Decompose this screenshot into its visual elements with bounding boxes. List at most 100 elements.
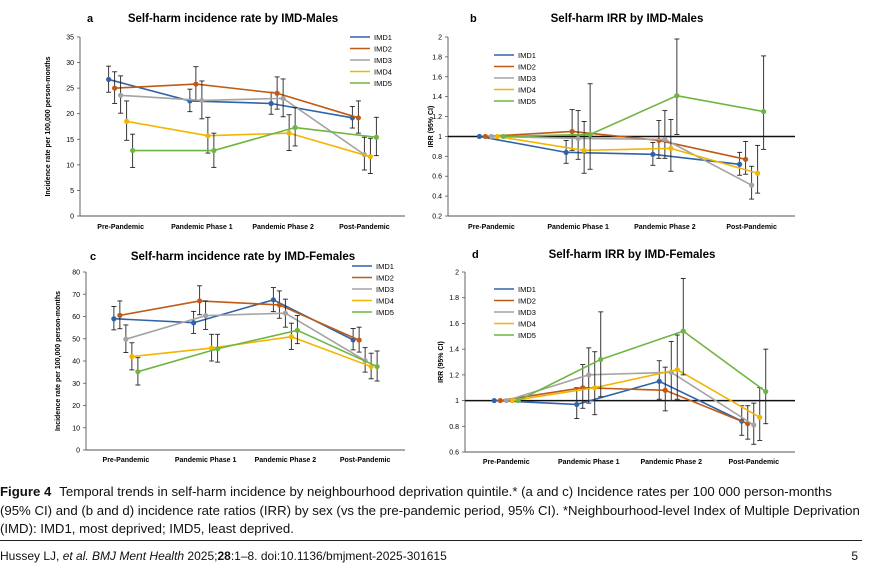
data-point-imd1 (476, 133, 482, 140)
y-tick-label-c: 20 (72, 403, 80, 410)
x-tick-label-d: Pandemic Phase 2 (641, 459, 703, 466)
data-point-imd1 (574, 401, 580, 408)
page-number: 5 (851, 549, 858, 563)
y-tick-label-a: 15 (66, 137, 74, 144)
series-line-imd1 (479, 135, 740, 166)
legend-label-imd5: IMD5 (518, 331, 536, 340)
x-tick-label-b: Post-Pandemic (726, 224, 777, 231)
chart-panel-a: a Self-harm incidence rate by IMD-Males 0 5… (45, 13, 405, 231)
footer-divider (0, 540, 862, 541)
data-point-imd5 (294, 327, 300, 333)
y-axis-title-b: IRR (95% CI) (428, 106, 435, 148)
data-point-imd1 (656, 378, 662, 384)
data-point-imd1 (650, 151, 656, 157)
y-tick-label-c: 50 (72, 336, 80, 343)
y-tick-label-b: 1.4 (432, 94, 442, 101)
data-point-imd5 (587, 131, 593, 138)
chart-panel-c: c Self-harm incidence rate by IMD-Females… (55, 251, 405, 464)
y-tick-label-a: 10 (66, 162, 74, 169)
legend-label-imd2: IMD2 (376, 273, 394, 282)
data-point-imd5 (215, 346, 221, 352)
data-point-imd2 (482, 133, 488, 140)
data-point-imd3 (488, 133, 494, 140)
data-point-imd1 (737, 161, 743, 167)
legend-label-imd5: IMD5 (376, 308, 394, 317)
y-tick-label-b: 0.8 (432, 154, 442, 161)
data-point-imd1 (106, 76, 112, 83)
y-axis-title-c: Incidence rate per 100,000 person-months (55, 291, 62, 431)
data-point-imd3 (118, 92, 124, 98)
data-point-imd5 (211, 147, 217, 154)
figure-label: Figure 4 (0, 484, 52, 499)
data-point-imd5 (680, 328, 686, 334)
series-line-imd2 (485, 130, 746, 161)
legend-label-imd1: IMD1 (374, 33, 392, 42)
x-tick-label-c: Post-Pandemic (340, 457, 391, 464)
citation-year: 2025; (184, 549, 218, 563)
data-point-imd4 (286, 130, 292, 136)
legend-label-imd3: IMD3 (518, 74, 536, 83)
series-line-imd5 (503, 94, 764, 138)
series-line-imd1 (494, 380, 743, 422)
series-line-imd4 (131, 335, 372, 368)
citation-volume: 28 (217, 549, 231, 563)
legend-label-imd2: IMD2 (518, 62, 536, 71)
legend-label-imd5: IMD5 (374, 79, 392, 88)
data-point-imd5 (500, 133, 506, 140)
y-tick-label-b: 0.4 (432, 194, 442, 201)
data-point-imd2 (193, 81, 199, 87)
x-tick-label-c: Pre-Pandemic (103, 457, 150, 464)
y-tick-label-d: 1.6 (449, 321, 459, 328)
legend-label-imd3: IMD3 (374, 56, 392, 65)
y-tick-label-b: 0.2 (432, 214, 442, 221)
data-point-imd2 (355, 115, 361, 121)
data-point-imd2 (112, 85, 118, 91)
chart-title-c: Self-harm incidence rate by IMD-Females (131, 251, 355, 263)
x-tick-label-d: Pre-Pandemic (483, 459, 530, 466)
data-point-imd3 (575, 135, 581, 142)
y-tick-label-d: 1.4 (449, 347, 459, 354)
y-axis-title-a: Incidence rate per 100,000 person-months (45, 56, 52, 196)
chart-title-b: Self-harm IRR by IMD-Males (551, 13, 704, 25)
data-point-imd4 (674, 367, 680, 373)
data-point-imd1 (270, 297, 276, 303)
panel-label-b: b (470, 13, 477, 25)
data-point-imd5 (374, 363, 380, 370)
y-tick-label-c: 70 (72, 292, 80, 299)
data-point-imd4 (581, 147, 587, 153)
chart-title-a: Self-harm incidence rate by IMD-Males (128, 13, 338, 25)
citation-authors: Hussey LJ, (0, 549, 63, 563)
data-point-imd1 (491, 397, 497, 404)
data-point-imd5 (373, 134, 379, 140)
data-point-imd2 (117, 312, 123, 318)
series-line-imd5 (132, 126, 377, 152)
data-point-imd5 (674, 93, 680, 99)
x-tick-label-a: Pandemic Phase 1 (171, 224, 233, 231)
series-line-imd4 (126, 120, 371, 158)
data-point-imd1 (268, 100, 274, 107)
x-tick-label-a: Pre-Pandemic (97, 224, 144, 231)
data-point-imd3 (282, 310, 288, 316)
chart-panel-b: b Self-harm IRR by IMD-Males 0.2 0.4 0.6 0.8 1… (428, 13, 795, 231)
chart-title-d: Self-harm IRR by IMD-Females (549, 249, 716, 261)
x-tick-label-b: Pre-Pandemic (468, 224, 515, 231)
x-tick-label-d: Pandemic Phase 1 (558, 459, 620, 466)
y-tick-label-c: 0 (76, 448, 80, 455)
data-point-imd4 (494, 133, 500, 140)
series-line-imd1 (113, 298, 354, 341)
series-line-imd3 (491, 135, 752, 186)
y-tick-label-a: 0 (70, 214, 74, 221)
data-point-imd1 (111, 316, 117, 322)
x-tick-label-a: Post-Pandemic (339, 224, 390, 231)
data-point-imd4 (755, 170, 761, 176)
data-point-imd2 (569, 128, 575, 135)
y-tick-label-a: 30 (66, 60, 74, 67)
legend-label-imd4: IMD4 (374, 67, 392, 76)
page-footer: Hussey LJ, et al. BMJ Ment Health 2025;2… (0, 549, 858, 563)
data-point-imd4 (592, 385, 598, 391)
data-point-imd3 (123, 336, 129, 342)
series-line-imd5 (137, 329, 378, 373)
y-tick-label-d: 2 (455, 270, 459, 277)
y-tick-label-a: 25 (66, 86, 74, 93)
y-tick-label-c: 60 (72, 314, 80, 321)
